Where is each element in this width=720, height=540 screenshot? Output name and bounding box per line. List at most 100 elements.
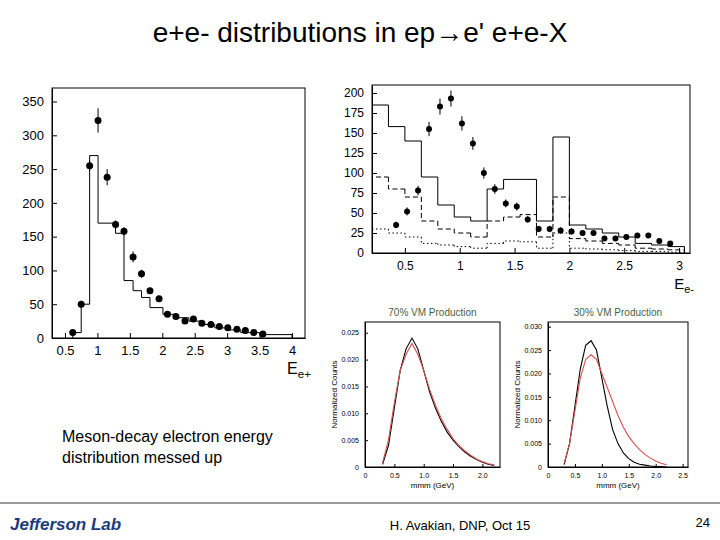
tick-label: 250 <box>22 162 44 177</box>
tick-label: 300 <box>22 128 44 143</box>
histogram-bin <box>438 177 454 205</box>
histogram-bin <box>520 215 536 217</box>
tick-label: 150 <box>344 126 364 140</box>
data-point <box>138 270 145 277</box>
x-axis-title: mmm (GeV) <box>411 481 455 490</box>
tick-mark <box>624 248 625 253</box>
tick: 0 <box>538 464 551 471</box>
tick-label: 350 <box>22 94 44 109</box>
footer-rule <box>0 502 720 504</box>
histogram-bin <box>471 233 487 237</box>
tick-label: 1.0 <box>419 472 429 479</box>
histogram-bin <box>405 233 421 237</box>
tick: 2.0 <box>478 464 488 479</box>
histogram-bin <box>553 197 569 237</box>
tick-label: 75 <box>351 186 365 200</box>
chart-title: 70% VM Production <box>388 307 476 318</box>
histogram-bin <box>405 189 421 197</box>
data-point <box>547 226 553 232</box>
tick-label: 2.0 <box>478 472 488 479</box>
histogram-bin <box>553 137 569 221</box>
histogram-bin <box>116 223 124 233</box>
tick-label: 1.5 <box>507 259 524 273</box>
axis-line <box>52 89 53 339</box>
y-axis: 00.0050.0100.0150.0200.0250.030 <box>524 323 551 471</box>
histogram-bin <box>504 217 520 221</box>
histogram-bin <box>520 179 536 180</box>
data-point <box>601 236 607 242</box>
tick-label: 0.015 <box>341 383 359 390</box>
tick-label: 3 <box>224 343 231 358</box>
tick-mark <box>52 135 57 136</box>
tick-mark <box>460 248 461 253</box>
tick: 0.020 <box>341 356 368 363</box>
tick: 1.5 <box>507 248 524 273</box>
data-point <box>216 323 223 330</box>
data-point <box>156 295 163 302</box>
histogram-bin <box>487 189 503 221</box>
histogram-bin <box>81 304 89 332</box>
histogram-bin <box>124 233 133 280</box>
histogram-bin <box>569 233 585 248</box>
axis-line <box>373 253 691 254</box>
data-point <box>130 253 137 260</box>
data-point <box>181 318 188 325</box>
tick: 0.5 <box>390 464 400 479</box>
tick-mark <box>548 373 551 374</box>
tick: 200 <box>344 86 377 100</box>
histogram-bin <box>635 250 651 252</box>
data-point <box>470 140 476 146</box>
axis-line <box>548 323 549 468</box>
histogram-bin <box>388 229 404 233</box>
axis-line <box>53 338 306 339</box>
data-point <box>514 204 520 210</box>
tick-mark <box>52 237 57 238</box>
tick-label: 125 <box>344 146 364 160</box>
tick-label: 3.5 <box>251 343 269 358</box>
tick-mark <box>548 350 551 351</box>
y-axis-title: Normalized Counts <box>330 360 339 428</box>
tick: 0.030 <box>524 323 551 330</box>
axis-line <box>365 323 366 468</box>
tick-label: 0.005 <box>341 437 359 444</box>
tick-mark <box>569 248 570 253</box>
histogram-bin <box>487 221 503 237</box>
tick-mark <box>162 333 163 338</box>
histogram-bin <box>176 314 189 317</box>
x-axis-title: Ee+ <box>287 360 311 380</box>
tick: 1 <box>94 333 101 358</box>
tick-mark <box>65 333 66 338</box>
data-point <box>481 170 487 176</box>
tick: 75 <box>351 186 377 200</box>
tick: 0.025 <box>524 347 551 354</box>
tick-mark <box>372 233 377 234</box>
tick-label: 1.5 <box>449 472 459 479</box>
histogram-bin <box>438 221 454 229</box>
tick-mark <box>683 464 684 467</box>
tick-label: 2.5 <box>186 343 204 358</box>
y-axis: 050100150200250300350 <box>22 89 57 346</box>
data-point <box>104 174 111 181</box>
tick-mark <box>372 133 377 134</box>
note-line: Meson-decay electron energy <box>62 428 273 445</box>
histogram-bin <box>90 156 98 305</box>
histogram-bin <box>668 249 684 253</box>
tick-label: 100 <box>22 263 44 278</box>
tick-label: 3 <box>676 259 683 273</box>
data-point <box>437 104 443 110</box>
tick-label: 175 <box>344 106 364 120</box>
tick-label: 0.010 <box>524 417 542 424</box>
tick-mark <box>548 397 551 398</box>
histogram-bin <box>189 318 202 321</box>
tick: 0 <box>37 331 57 346</box>
tick: 3 <box>224 333 231 358</box>
step-series <box>73 156 292 338</box>
data-point <box>612 236 618 242</box>
data-point <box>503 200 509 206</box>
histogram-bin <box>586 225 602 229</box>
histogram-bin <box>421 197 437 221</box>
data-point <box>459 120 465 126</box>
histogram-bin <box>163 308 176 315</box>
histogram-bin <box>471 247 487 249</box>
histogram-bin <box>635 245 651 248</box>
